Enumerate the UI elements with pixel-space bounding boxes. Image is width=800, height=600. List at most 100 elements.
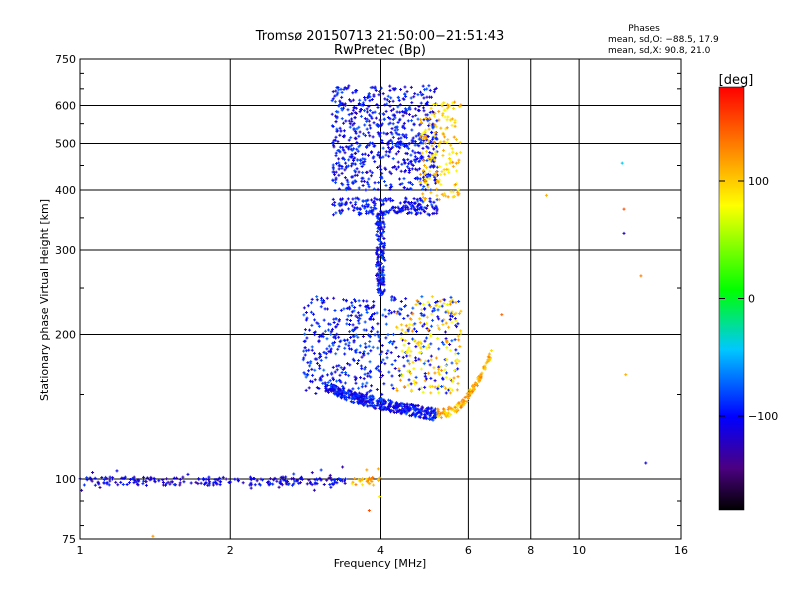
data-point: [450, 388, 454, 392]
data-point: [384, 199, 388, 203]
data-point: [465, 392, 469, 396]
data-point: [329, 347, 333, 351]
data-point: [141, 482, 145, 486]
x-axis-label: Frequency [MHz]: [334, 557, 426, 570]
data-point: [427, 157, 431, 161]
data-point: [418, 415, 422, 419]
data-point: [207, 478, 211, 482]
data-point: [388, 186, 392, 190]
data-point: [366, 205, 370, 209]
data-point: [355, 397, 359, 401]
data-point: [456, 322, 460, 326]
data-point: [397, 209, 401, 213]
data-point: [436, 144, 440, 148]
data-point: [271, 482, 275, 486]
data-point: [370, 211, 374, 215]
data-point: [273, 476, 277, 480]
data-point: [404, 196, 408, 200]
data-point: [380, 269, 384, 273]
data-point: [366, 371, 370, 375]
data-point: [375, 249, 379, 253]
data-point: [388, 399, 392, 403]
data-point: [396, 145, 400, 149]
data-point: [459, 404, 463, 408]
data-point: [395, 312, 399, 316]
data-point: [281, 476, 285, 480]
data-point: [313, 318, 317, 322]
data-point: [425, 159, 429, 163]
data-point: [216, 478, 220, 482]
data-point: [349, 400, 353, 404]
data-point: [378, 252, 382, 256]
data-point: [395, 389, 399, 393]
data-point: [459, 332, 463, 336]
data-point: [434, 174, 438, 178]
data-point: [434, 304, 438, 308]
data-point: [378, 495, 382, 499]
data-point: [422, 159, 426, 163]
data-point: [436, 324, 440, 328]
data-point: [622, 231, 626, 235]
data-point: [412, 201, 416, 205]
data-point: [333, 370, 337, 374]
data-point: [435, 170, 439, 174]
data-point: [415, 157, 419, 161]
data-point: [381, 277, 385, 281]
data-point: [434, 205, 438, 209]
data-point: [644, 461, 648, 465]
data-point: [373, 312, 377, 316]
data-point: [418, 409, 422, 413]
data-point: [331, 167, 335, 171]
data-point: [334, 135, 338, 139]
data-point: [347, 390, 351, 394]
data-point: [396, 150, 400, 154]
data-point: [365, 468, 369, 472]
data-point: [172, 483, 176, 487]
data-point: [441, 111, 445, 115]
data-point: [412, 95, 416, 99]
data-point: [421, 390, 425, 394]
data-point: [358, 344, 362, 348]
data-point: [421, 84, 425, 88]
data-point: [402, 204, 406, 208]
data-point: [409, 96, 413, 100]
data-point: [422, 416, 426, 420]
data-point: [357, 170, 361, 174]
data-point: [429, 391, 433, 395]
data-point: [437, 110, 441, 114]
data-point: [428, 305, 432, 309]
data-point: [423, 359, 427, 363]
data-point: [358, 350, 362, 354]
data-point: [376, 257, 380, 261]
data-point: [252, 477, 256, 481]
data-point: [130, 477, 134, 481]
data-point: [398, 110, 402, 114]
data-point: [347, 395, 351, 399]
data-point: [381, 216, 385, 220]
x-tick-label: 8: [527, 544, 534, 557]
data-point: [286, 483, 290, 487]
data-point: [429, 164, 433, 168]
data-point: [343, 176, 347, 180]
data-point: [322, 482, 326, 486]
data-point: [80, 488, 84, 492]
data-point: [317, 386, 321, 390]
data-point: [427, 141, 431, 145]
data-point: [414, 303, 418, 307]
data-point: [364, 134, 368, 138]
data-point: [422, 314, 426, 318]
data-point: [437, 326, 441, 330]
data-point: [456, 375, 460, 379]
data-point: [368, 99, 372, 103]
data-point: [419, 138, 423, 142]
data-point: [382, 243, 386, 247]
data-point: [406, 328, 410, 332]
grid-lines: [79, 58, 682, 540]
data-point: [384, 150, 388, 154]
data-point: [410, 211, 414, 215]
data-point: [414, 134, 418, 138]
data-point: [376, 279, 380, 283]
data-point: [386, 349, 390, 353]
data-point: [336, 110, 340, 114]
data-point: [384, 322, 388, 326]
